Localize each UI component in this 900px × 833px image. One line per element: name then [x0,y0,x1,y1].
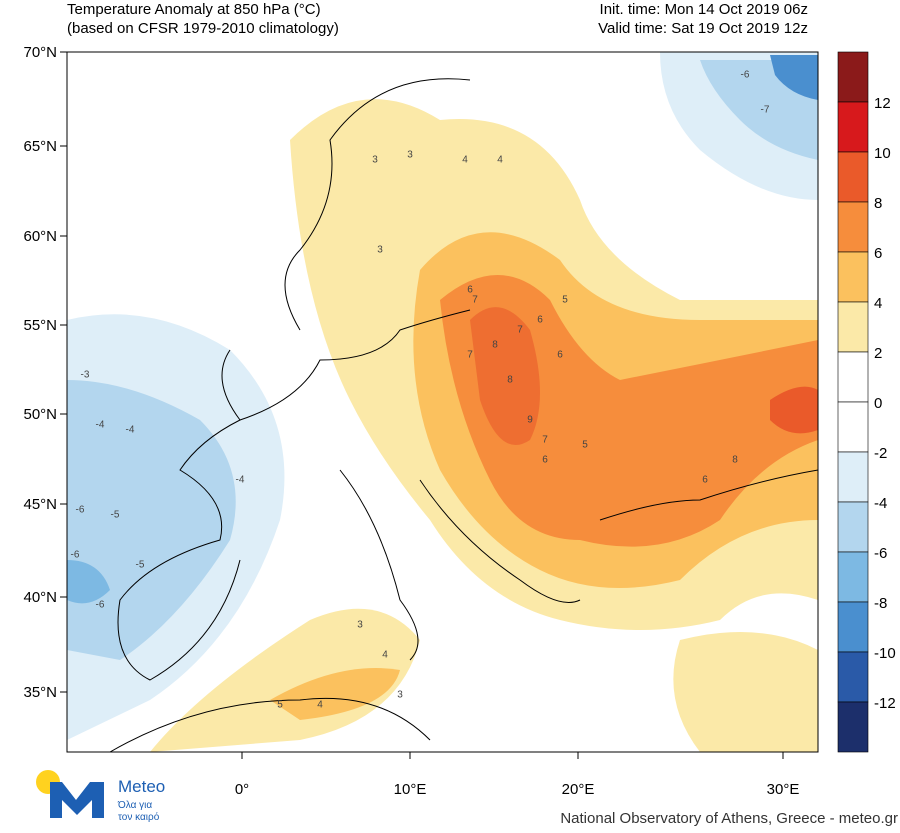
contour-label: 4 [462,155,468,166]
lon-label: 30°E [767,781,800,798]
contour-label: 8 [507,375,513,386]
colorbar-label: -8 [874,595,887,612]
contour-label: 7 [472,295,478,306]
lon-label: 0° [235,781,249,798]
contour-label: 6 [467,285,473,296]
contour-label: 8 [732,455,738,466]
colorbar-label: -6 [874,545,887,562]
contour-label: 8 [492,340,498,351]
colorbar-bin [837,351,869,403]
title: Temperature Anomaly at 850 hPa (°C) [67,1,321,18]
lon-label: 10°E [394,781,427,798]
colorbar-label: 4 [874,295,882,312]
contour-label: 6 [702,475,708,486]
lat-label: 35°N [23,684,57,701]
init-time: Init. time: Mon 14 Oct 2019 06z [600,1,808,18]
logo-tagline: τον καιρό [118,811,160,823]
colorbar-label: 10 [874,145,891,162]
contour-label: -6 [741,70,750,81]
contour-label: 4 [317,700,323,711]
contour-label: -5 [136,560,145,571]
contour-label: 3 [372,155,378,166]
map-field [67,52,818,752]
lat-label: 40°N [23,589,57,606]
colorbar-bin [837,251,869,303]
colorbar-bin [837,551,869,603]
colorbar-bin [837,151,869,203]
colorbar-label: -10 [874,645,896,662]
contour-label: -3 [81,370,90,381]
colorbar-label: 0 [874,395,882,412]
colorbar-bin [837,51,869,103]
contour-label: 4 [382,650,388,661]
colorbar-bin [837,701,869,753]
logo-name: Meteo [118,777,165,796]
colorbar: 12 10 8 6 4 2 0 -2 -4 -6 -8 -10 -12 [837,51,896,753]
lat-label: 50°N [23,406,57,423]
contour-label: 5 [582,440,588,451]
contour-label: -4 [126,425,135,436]
colorbar-bin [837,601,869,653]
logo-tagline: Όλα για [117,800,152,811]
contour-label: 3 [377,245,383,256]
contour-label: -5 [111,510,120,521]
contour-label: 6 [557,350,563,361]
colorbar-label: 12 [874,95,891,112]
contour-label: -4 [236,475,245,486]
contour-label: -7 [761,105,770,116]
colorbar-label: 6 [874,245,882,262]
contour-label: -6 [76,505,85,516]
contour-label: 9 [527,415,533,426]
axes: 70°N 65°N 60°N 55°N 50°N 45°N 40°N 35°N 0° 10°E 20… [23,44,799,798]
contour-label: 7 [542,435,548,446]
contour-label: 7 [467,350,473,361]
colorbar-bin [837,201,869,253]
colorbar-label: 8 [874,195,882,212]
contour-label: 3 [407,150,413,161]
colorbar-bin [837,651,869,703]
footer: National Observatory of Athens, Greece -… [560,810,898,827]
lat-label: 65°N [23,138,57,155]
colorbar-bin [837,451,869,503]
lon-label: 20°E [562,781,595,798]
subtitle: (based on CFSR 1979-2010 climatology) [67,20,339,37]
valid-time: Valid time: Sat 19 Oct 2019 12z [598,20,808,37]
colorbar-label: -2 [874,445,887,462]
lat-label: 45°N [23,496,57,513]
lat-label: 55°N [23,317,57,334]
contour-label: 6 [542,455,548,466]
contour-label: -4 [96,420,105,431]
colorbar-bin [837,401,869,453]
contour-label: 7 [517,325,523,336]
colorbar-label: -12 [874,695,896,712]
logo-mark [50,782,104,818]
contour-label: -6 [96,600,105,611]
lat-label: 70°N [23,44,57,61]
contour-label: 3 [357,620,363,631]
colorbar-label: -4 [874,495,887,512]
colorbar-bin [837,301,869,353]
contour-label: 6 [537,315,543,326]
lat-label: 60°N [23,228,57,245]
contour-label: 4 [497,155,503,166]
colorbar-bin [837,101,869,153]
colorbar-label: 2 [874,345,882,362]
map-frame [66,51,819,753]
colorbar-bin [837,501,869,553]
contour-label: 3 [397,690,403,701]
contour-label: 5 [562,295,568,306]
contour-label: 5 [277,700,283,711]
contour-label: -6 [71,550,80,561]
